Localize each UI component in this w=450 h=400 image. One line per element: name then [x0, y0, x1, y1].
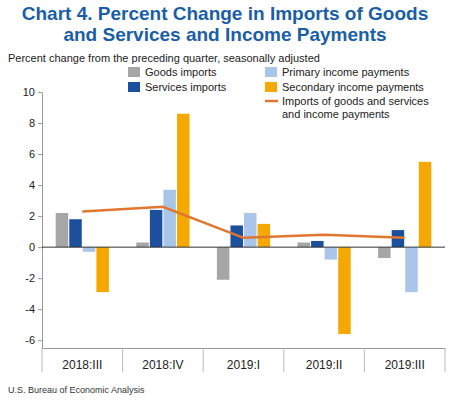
x-tick-label: 2019:I — [227, 358, 260, 372]
legend-entry: Goods imports — [128, 66, 217, 78]
y-tick: 4 — [29, 179, 42, 191]
y-tick-mark — [38, 216, 42, 217]
category-separator — [283, 348, 284, 372]
y-tick: -2 — [25, 272, 42, 284]
y-tick-label: -6 — [25, 334, 35, 346]
text-line: Chart 4. Percent Change in Imports of Go… — [22, 3, 428, 24]
bar — [419, 162, 431, 247]
x-tick: 2019:II — [306, 358, 343, 372]
chart: Chart 4. Percent Change in Imports of Go… — [0, 0, 450, 400]
legend-label: Goods imports — [145, 66, 217, 78]
bar — [69, 219, 81, 247]
legend-swatch — [265, 82, 277, 92]
y-tick: 0 — [29, 241, 42, 253]
legend-swatch — [265, 67, 277, 77]
legend-entry: Services imports — [128, 81, 227, 93]
text-line: and Services and Income Payments — [63, 24, 386, 45]
x-tick: 2018:III — [62, 358, 102, 372]
bar — [136, 242, 148, 247]
subtitle: Percent change from the preceding quarte… — [8, 52, 320, 64]
y-tick-mark — [38, 278, 42, 279]
bar — [378, 247, 390, 258]
y-tick-label: 2 — [29, 210, 35, 222]
y-axis-line — [42, 93, 43, 349]
y-tick-label: -4 — [25, 303, 35, 315]
legend: Goods imports Services imports Primary inc… — [128, 66, 429, 120]
legend-label: Services imports — [145, 81, 227, 93]
text-line: Secondary income payments — [282, 81, 424, 93]
legend-label: Primary income payments — [282, 66, 410, 78]
bar — [56, 213, 68, 247]
bar — [177, 114, 189, 247]
category-separators — [42, 348, 445, 372]
category-separator — [42, 348, 43, 372]
legend-entry: Primary income payments — [265, 66, 410, 78]
y-tick-mark — [38, 309, 42, 310]
x-tick: 2018:IV — [142, 358, 183, 372]
bar — [405, 247, 417, 292]
line — [82, 207, 404, 238]
zero-line — [42, 247, 445, 248]
y-tick-mark — [38, 154, 42, 155]
legend-entry: Secondary income payments — [265, 81, 424, 93]
y-tick-mark — [38, 185, 42, 186]
x-tick-label: 2018:III — [62, 358, 102, 372]
category-separator — [445, 348, 446, 372]
y-tick: 10 — [23, 86, 42, 98]
source: U.S. Bureau of Economic Analysis — [8, 385, 145, 395]
bar — [217, 247, 229, 280]
y-tick-label: 4 — [29, 179, 35, 191]
y-tick-label: -2 — [25, 272, 35, 284]
bar — [258, 224, 270, 247]
x-tick-label: 2018:IV — [142, 358, 183, 372]
y-tick-label: 10 — [23, 86, 35, 98]
text-line: and income payments — [282, 108, 390, 120]
y-tick-mark — [38, 123, 42, 124]
y-tick-label: 6 — [29, 148, 35, 160]
y-tick-label: 0 — [29, 241, 35, 253]
bar — [338, 247, 350, 334]
x-axis: 2018:III 2018:IV 2019:I 2019:II 2019:III — [43, 349, 446, 372]
bar — [83, 247, 95, 252]
legend-swatch — [128, 82, 140, 92]
legend-swatch — [265, 100, 278, 103]
y-tick: 8 — [29, 117, 42, 129]
text-line: Goods imports — [145, 66, 217, 78]
bar — [244, 213, 256, 247]
bar — [311, 241, 323, 247]
y-tick-mark — [38, 340, 42, 341]
y-tick: -6 — [25, 334, 42, 346]
bar — [150, 210, 162, 247]
bar — [163, 190, 175, 247]
bar — [96, 247, 108, 292]
y-tick: -4 — [25, 303, 42, 315]
text-line: Primary income payments — [282, 66, 410, 78]
legend-label: Secondary income payments — [282, 81, 424, 93]
legend-entry: Imports of goods and servicesand income … — [265, 95, 429, 120]
y-axis: -6 -4 -2 0 2 4 6 8 10 — [23, 86, 43, 348]
title: Chart 4. Percent Change in Imports of Go… — [22, 3, 428, 45]
x-tick-label: 2019:III — [385, 358, 425, 372]
plot-area — [56, 114, 432, 334]
y-tick-mark — [38, 92, 42, 93]
x-tick: 2019:I — [227, 358, 260, 372]
y-tick-label: 8 — [29, 117, 35, 129]
text-line: Imports of goods and services — [282, 95, 429, 107]
bar — [298, 242, 310, 247]
category-separator — [203, 348, 204, 372]
legend-swatch — [128, 67, 140, 77]
y-tick: 6 — [29, 148, 42, 160]
legend-label: Imports of goods and servicesand income … — [282, 95, 429, 120]
x-axis-line — [43, 348, 446, 349]
y-tick-mark — [38, 247, 42, 248]
x-tick-label: 2019:II — [306, 358, 343, 372]
x-tick: 2019:III — [385, 358, 425, 372]
text-line: Services imports — [145, 81, 227, 93]
y-tick: 2 — [29, 210, 42, 222]
bar — [325, 247, 337, 259]
category-separator — [364, 348, 365, 372]
category-separator — [122, 348, 123, 372]
